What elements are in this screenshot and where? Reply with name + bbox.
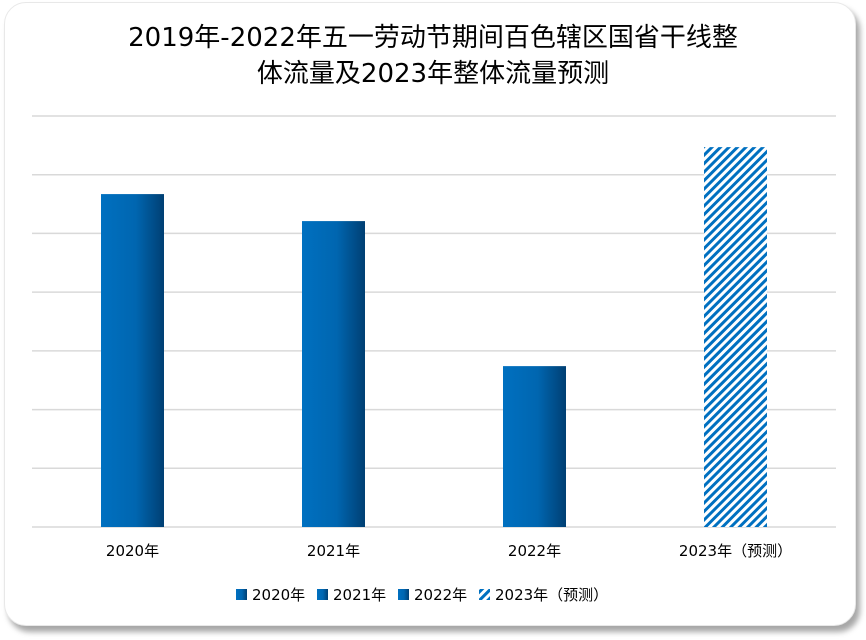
x-tick-label: 2021年 [307,542,360,560]
legend-label: 2022年 [414,586,467,604]
x-tick-label: 2022年 [508,542,561,560]
chart-title-line2: 体流量及2023年整体流量预测 [256,59,610,89]
bar-0 [101,194,164,527]
x-tick-label: 2020年 [106,542,159,560]
legend-label: 2020年 [252,586,305,604]
x-tick-label: 2023年（预测） [679,542,792,560]
legend-swatch [398,589,409,600]
legend-swatch [317,589,328,600]
legend-swatch [236,589,247,600]
legend-swatch [479,589,490,600]
legend-label: 2021年 [333,586,386,604]
bar-1 [302,221,365,527]
chart-title: 2019年-2022年五一劳动节期间百色辖区国省干线整 体流量及2023年整体流… [0,20,866,92]
chart-title-line1: 2019年-2022年五一劳动节期间百色辖区国省干线整 [128,23,738,53]
bar-3 [704,147,767,527]
legend-label: 2023年（预测） [495,586,608,604]
bar-2 [503,366,566,527]
